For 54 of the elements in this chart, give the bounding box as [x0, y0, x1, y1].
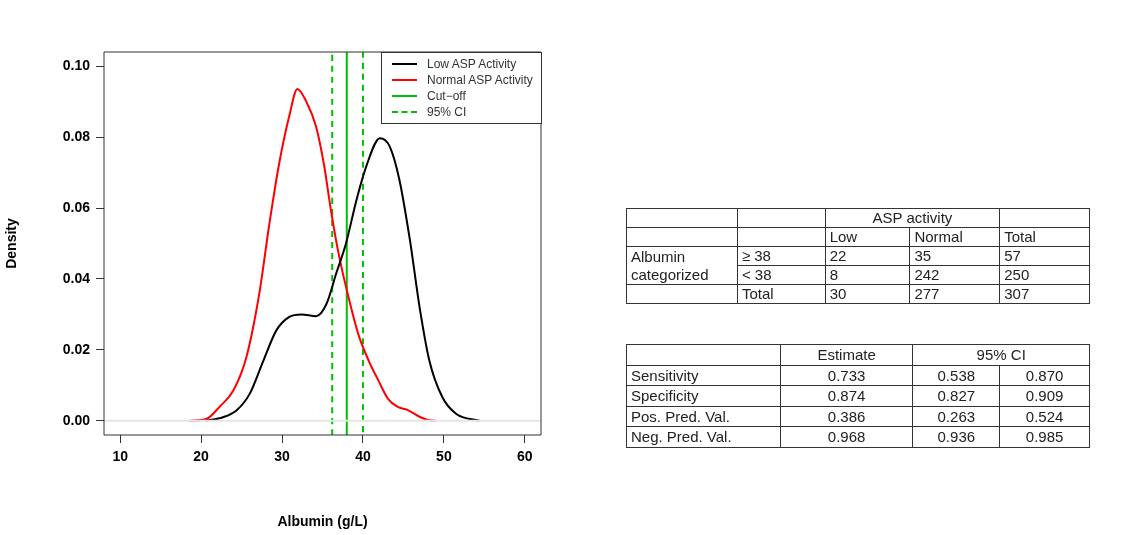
text: 22 — [825, 246, 910, 266]
text: 8 — [825, 265, 910, 285]
text: Specificity — [626, 385, 781, 406]
text: 0.968 — [780, 426, 913, 447]
text: 307 — [999, 284, 1090, 304]
text: 0.985 — [999, 426, 1090, 447]
text: Total — [999, 227, 1090, 247]
text: 0.524 — [999, 406, 1090, 427]
legend-label: Low ASP Activity — [427, 56, 517, 72]
text: < 38 — [737, 265, 826, 285]
text: 57 — [999, 246, 1090, 266]
text: 35 — [909, 246, 1000, 266]
x-tick-label: 30 — [274, 448, 291, 465]
legend-label: 95% CI — [427, 104, 467, 120]
text: 0.874 — [780, 385, 913, 406]
text: Low — [825, 227, 910, 247]
x-tick-label: 60 — [517, 448, 533, 465]
y-tick-label: 0.08 — [62, 127, 91, 144]
y-tick-label: 0.00 — [62, 411, 91, 428]
text: 0.870 — [999, 365, 1090, 386]
text: 0.538 — [912, 365, 1000, 386]
text: Albumin categorized — [626, 246, 738, 285]
text: 95% CI — [912, 344, 1090, 365]
y-tick-label: 0.06 — [62, 198, 91, 215]
line-series — [204, 137, 481, 422]
x-tick-label: 20 — [193, 448, 210, 465]
text: ≥ 38 — [737, 246, 826, 266]
y-axis-title: Density — [3, 218, 20, 269]
text: 0.263 — [912, 406, 1000, 427]
x-tick-label: 40 — [355, 448, 371, 465]
text: Sensitivity — [626, 365, 781, 386]
legend-label: Normal ASP Activity — [427, 72, 533, 88]
x-axis-title: Albumin (g/L) — [277, 513, 368, 530]
text: 242 — [909, 265, 1000, 285]
text: 30 — [825, 284, 910, 304]
text: Total — [737, 284, 826, 304]
legend-label: Cut−off — [427, 88, 466, 104]
text: 0.909 — [999, 385, 1090, 406]
text: 0.936 — [912, 426, 1000, 447]
x-tick-label: 10 — [112, 448, 129, 465]
text: Neg. Pred. Val. — [626, 426, 781, 447]
text: Normal — [909, 227, 1000, 247]
text: 0.386 — [780, 406, 913, 427]
text: Pos. Pred. Val. — [626, 406, 781, 427]
y-tick-label: 0.02 — [62, 340, 91, 357]
text: Estimate — [780, 344, 913, 365]
y-tick-label: 0.04 — [62, 269, 91, 286]
text: 0.733 — [780, 365, 913, 386]
text: 0.827 — [912, 385, 1000, 406]
text: 277 — [909, 284, 1000, 304]
x-tick-label: 50 — [436, 448, 452, 465]
text: 250 — [999, 265, 1090, 285]
text: ASP activity — [825, 208, 1000, 228]
y-tick-label: 0.10 — [62, 57, 91, 74]
